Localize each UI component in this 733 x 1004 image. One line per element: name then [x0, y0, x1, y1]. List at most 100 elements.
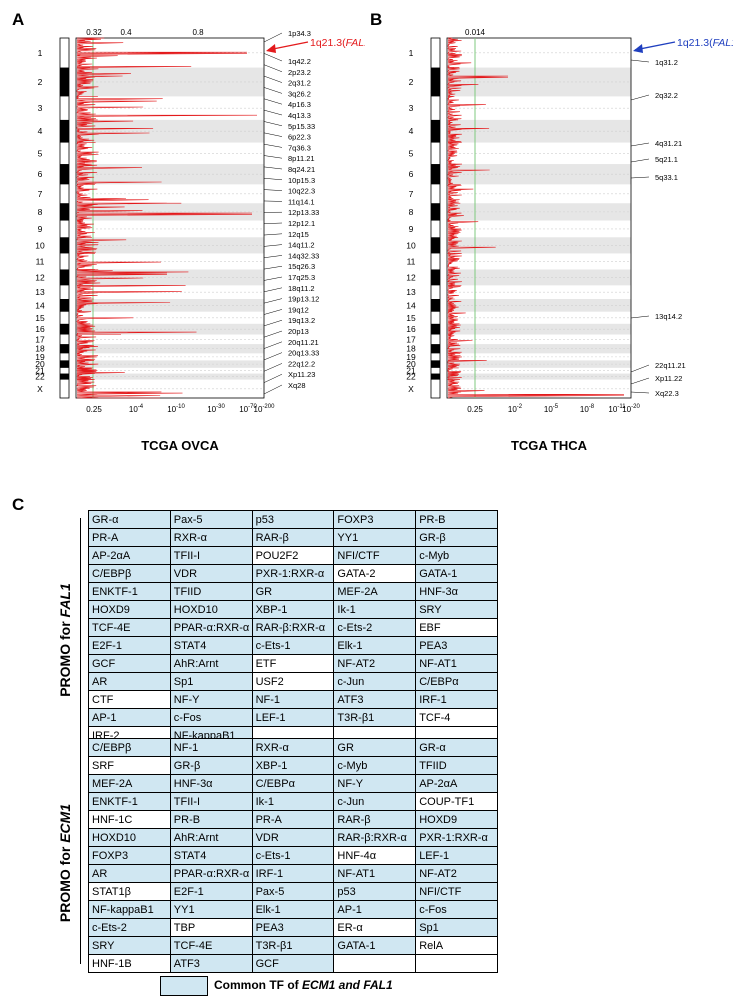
ecm1-tf-cell-common: c-Fos [415, 900, 498, 919]
peak-leader [263, 64, 283, 73]
signal-trace [447, 334, 473, 345]
chromosome-label: 5 [38, 148, 43, 158]
ecm1-tf-cell [333, 954, 417, 973]
ideogram-block [60, 323, 69, 335]
ecm1-tf-cell-common: c-Ets-1 [251, 846, 335, 865]
chromosome-label: 2 [38, 77, 43, 87]
chromosome-label: 20 [406, 359, 416, 369]
ideogram-block [60, 119, 69, 143]
fal1-tf-cell-common: PPAR-α:RXR-α [169, 618, 253, 637]
ecm1-tf-cell-common: Sp1 [415, 918, 498, 937]
fal1-arrow-head [633, 44, 643, 53]
signal-trace [76, 360, 99, 369]
ecm1-tf-row: C/EBPβ NF-1 RXR-α GR GR-α [88, 738, 498, 757]
ecm1-tf-cell: COUP-TF1 [415, 792, 498, 811]
fal1-tf-cell-common: SRY [415, 600, 498, 619]
fal1-tf-cell-common: PEA3 [415, 636, 498, 655]
ecm1-tf-cell-common: PR-B [169, 810, 253, 829]
chromosome-label: 8 [38, 207, 43, 217]
signal-trace [76, 237, 127, 254]
panel-letter-a: A [12, 10, 25, 29]
chromosome-label: 4 [409, 126, 414, 136]
peak-label: 10q22.3 [288, 187, 315, 196]
ecm1-tf-cell-common: ATF3 [169, 954, 253, 973]
fal1-tf-cell-common: PR-A [88, 528, 171, 547]
signal-trace [447, 253, 462, 270]
fal1-tf-cell-common: C/EBPα [415, 672, 498, 691]
fal1-tf-cell-common: NFI/CTF [333, 546, 417, 565]
peak-leader [263, 363, 283, 372]
chromosome-label: 16 [406, 324, 416, 334]
chromosome-label: 8 [409, 207, 414, 217]
chromosome-label: 7 [409, 189, 414, 199]
fal1-tf-cell-common: c-Jun [333, 672, 417, 691]
chromosome-label: 6 [38, 169, 43, 179]
fal1-tf-cell-common: c-Fos [169, 708, 253, 727]
peak-leader [263, 132, 283, 137]
fal1-tf-cell-common: AhR:Arnt [169, 654, 253, 673]
chromosome-label: 11 [407, 256, 416, 266]
peak-label: 6p22.3 [288, 133, 311, 142]
fal1-tf-cell-common: FOXP3 [333, 510, 417, 529]
ecm1-tf-cell: TBP [169, 918, 253, 937]
peak-leader [263, 87, 283, 94]
peak-leader [630, 94, 650, 101]
ideogram-block [431, 119, 440, 143]
peak-leader [263, 166, 283, 170]
chromosome-label: 17 [406, 334, 416, 344]
ecm1-tf-cell-common: PR-A [251, 810, 335, 829]
peak-leader [630, 158, 650, 163]
ideogram-block [431, 344, 440, 354]
chromosome-label: 9 [409, 224, 414, 234]
fal1-tf-cell-common: ATF3 [333, 690, 417, 709]
chromosome-label: 19 [406, 352, 416, 362]
panel-letter-b: B [370, 10, 383, 29]
peak-leader [263, 121, 283, 127]
peak-leader [263, 98, 283, 105]
peak-label: 17q25.3 [288, 273, 315, 282]
peak-label: 19q12 [288, 305, 309, 314]
peak-leader [630, 391, 650, 394]
peak-label: 1p34.3 [288, 29, 311, 38]
chromosome-label: 21 [406, 366, 416, 376]
fal1-tf-cell-common: AP-2αA [88, 546, 171, 565]
fal1-tf-cell-common: GATA-1 [415, 564, 498, 583]
signal-trace [76, 379, 183, 399]
bottom-tick-label: 10-4 [129, 404, 144, 414]
ecm1-tf-cell-common: VDR [251, 828, 335, 847]
signal-trace [447, 119, 490, 143]
peak-label: 15q26.3 [288, 262, 315, 271]
ecm1-tf-cell-common: T3R-β1 [251, 936, 335, 955]
chromosome-label: 7 [38, 189, 43, 199]
ecm1-tf-cell-common: GR-β [169, 756, 253, 775]
ecm1-tf-row: c-Ets-2 TBP PEA3 ER-α Sp1 [88, 918, 498, 937]
ideogram-block [431, 164, 440, 185]
peak-leader [630, 176, 650, 179]
chromosome-label: 1 [409, 48, 414, 58]
peak-label: 5q33.1 [655, 173, 678, 182]
fal1-tf-cell-common: Sp1 [169, 672, 253, 691]
signal-trace [447, 343, 462, 354]
fal1-tf-cell-common: T3R-β1 [333, 708, 417, 727]
ecm1-tf-cell-common: TFIID [415, 756, 498, 775]
fal1-tf-cell-common: YY1 [333, 528, 417, 547]
ecm1-tf-cell-common: SRY [88, 936, 171, 955]
signal-trace [76, 373, 95, 380]
fal1-tf-cell-common: AP-1 [88, 708, 171, 727]
fal1-tf-row: CTF NF-Y NF-1 ATF3 IRF-1 [88, 690, 498, 709]
peak-label: 2p23.2 [288, 68, 311, 77]
peak-label: 8p11.21 [288, 154, 315, 163]
genome-plot-ovca: 12345678910111213141516171819202122X0.32… [35, 28, 365, 453]
peak-label: 22q11.21 [655, 361, 686, 370]
signal-trace [76, 220, 95, 238]
fal1-tf-cell-common: LEF-1 [251, 708, 335, 727]
chromosome-label: 4 [38, 126, 43, 136]
ecm1-tf-cell-common: HNF-3α [169, 774, 253, 793]
chromosome-label: 6 [409, 169, 414, 179]
plot-frame [75, 37, 265, 399]
fal1-arrow-head [266, 44, 276, 53]
ideogram-block [431, 373, 440, 380]
peak-label: 20q11.21 [288, 338, 319, 347]
ecm1-tf-row: STAT1β E2F-1 Pax-5 p53 NFI/CTF [88, 882, 498, 901]
signal-trace [447, 298, 462, 312]
